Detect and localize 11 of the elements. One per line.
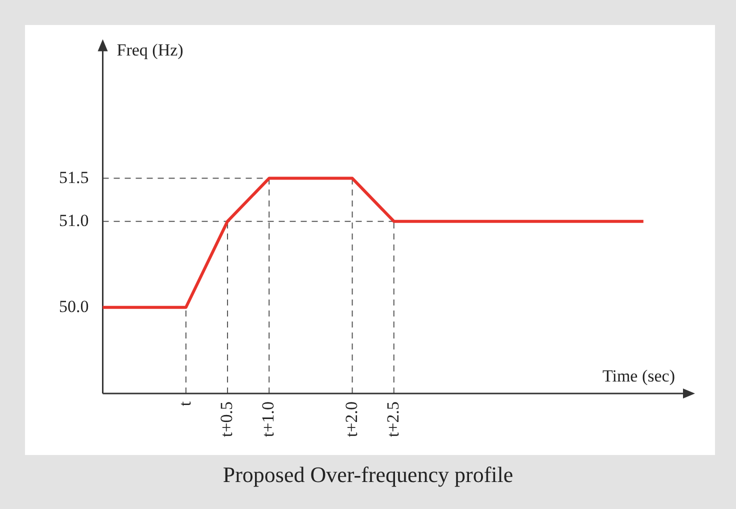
text: Proposed Over-frequency profile xyxy=(222,462,514,488)
x-tick-label: t+1.0 xyxy=(258,401,278,437)
y-tick-label: 51.5 xyxy=(59,168,89,187)
x-tick-label: t xyxy=(175,401,194,406)
x-tick-label: t+0.5 xyxy=(216,401,236,437)
y-axis-title: Freq (Hz) xyxy=(116,40,184,60)
y-tick-label: 50.0 xyxy=(59,296,89,316)
x-tick-label: t+2.5 xyxy=(383,401,402,437)
x-axis-title: Time (sec) xyxy=(602,366,675,386)
y-tick-label: 51.0 xyxy=(59,210,89,230)
x-tick-label: t+2.0 xyxy=(342,401,361,437)
